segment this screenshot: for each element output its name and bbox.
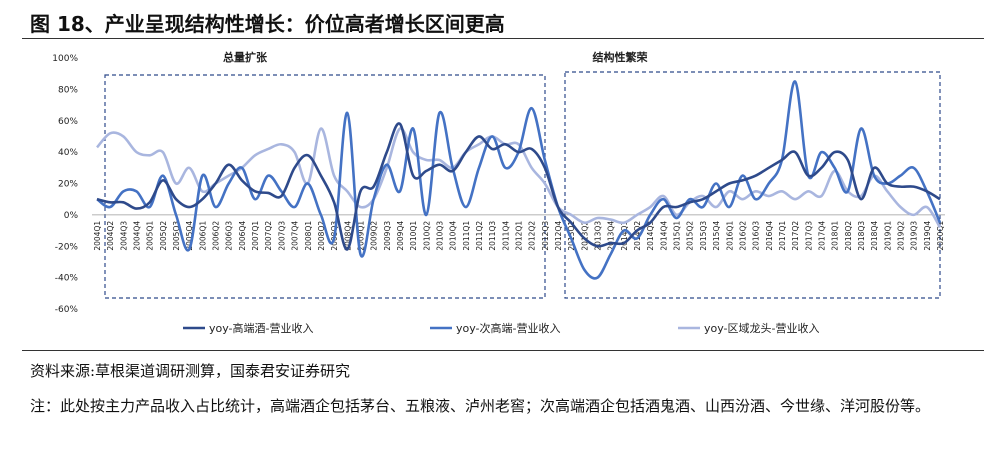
x-tick-label: 2018Q4 <box>870 221 879 251</box>
x-tick-label: 2006Q4 <box>238 221 247 251</box>
x-tick-label: 2009Q2 <box>370 221 379 251</box>
x-tick-label: 2011Q4 <box>501 221 510 251</box>
x-tick-label: 2020Q1 <box>936 221 945 251</box>
x-tick-label: 2007Q1 <box>251 221 260 251</box>
x-tick-label: 2018Q1 <box>831 221 840 251</box>
x-tick-label: 2014Q1 <box>620 221 629 251</box>
chart: 总量扩张 结构性繁荣 -60% -40% -20% 0% 20% 40% 60% 80% 100… <box>52 50 945 335</box>
legend-label: yoy-区域龙头-营业收入 <box>704 321 820 335</box>
y-tick-label: -60% <box>55 305 79 315</box>
x-tick-label: 2006Q1 <box>198 221 207 251</box>
x-tick-label: 2016Q3 <box>752 221 761 251</box>
x-tick-label: 2012Q3 <box>541 221 550 251</box>
x-tick-label: 2011Q2 <box>475 221 484 251</box>
chart-title: 图 18、产业呈现结构性增长：价位高者增长区间更高 <box>30 12 505 36</box>
x-tick-label: 2018Q3 <box>857 221 866 251</box>
x-tick-label: 2005Q4 <box>185 221 194 251</box>
x-tick-label: 2004Q4 <box>133 221 142 251</box>
x-tick-label: 2013Q1 <box>567 221 576 251</box>
x-tick-label: 2005Q2 <box>159 221 168 251</box>
x-tick-label: 2012Q1 <box>515 221 524 251</box>
x-tick-label: 2017Q3 <box>804 221 813 251</box>
x-tick-label: 2004Q3 <box>119 221 128 251</box>
x-tick-label: 2017Q4 <box>817 221 826 251</box>
x-tick-label: 2013Q2 <box>580 221 589 251</box>
x-tick-label: 2017Q1 <box>778 221 787 251</box>
y-tick-label: 60% <box>58 117 78 127</box>
x-tick-label: 2011Q1 <box>462 221 471 251</box>
x-tick-label: 2015Q2 <box>686 221 695 251</box>
x-tick-label: 2019Q2 <box>896 221 905 251</box>
x-tick-label: 2006Q3 <box>225 221 234 251</box>
series-line <box>96 127 942 229</box>
y-tick-label: 100% <box>52 54 78 64</box>
x-tick-label: 2009Q1 <box>356 221 365 251</box>
x-tick-label: 2008Q4 <box>343 221 352 251</box>
x-tick-label: 2007Q2 <box>264 221 273 251</box>
x-tick-label: 2010Q2 <box>422 221 431 251</box>
x-tick-label: 2010Q1 <box>409 221 418 251</box>
x-tick-label: 2015Q3 <box>699 221 708 251</box>
x-tick-label: 2004Q2 <box>106 221 115 251</box>
x-tick-label: 2015Q4 <box>712 221 721 251</box>
footer-rule <box>22 350 984 351</box>
x-tick-label: 2004Q1 <box>93 221 102 251</box>
x-tick-label: 2011Q3 <box>488 221 497 251</box>
x-tick-label: 2008Q1 <box>304 221 313 251</box>
y-tick-label: -20% <box>55 242 79 252</box>
source: 资料来源:草根渠道调研测算，国泰君安证券研究 <box>30 362 351 380</box>
series-line <box>96 80 942 280</box>
x-tick-label: 2019Q3 <box>910 221 919 251</box>
x-tick-label: 2013Q3 <box>594 221 603 251</box>
x-tick-label: 2016Q2 <box>738 221 747 251</box>
legend-label: yoy-高端酒-营业收入 <box>209 321 314 335</box>
annotation: 结构性繁荣 <box>592 50 649 64</box>
x-tick-label: 2019Q1 <box>883 221 892 251</box>
x-tick-label: 2017Q2 <box>791 221 800 251</box>
x-tick-label: 2016Q1 <box>725 221 734 251</box>
x-tick-label: 2016Q4 <box>765 221 774 251</box>
y-tick-label: 40% <box>58 148 78 158</box>
x-tick-label: 2013Q4 <box>607 221 616 251</box>
y-tick-label: 20% <box>58 180 78 190</box>
x-tick-label: 2015Q1 <box>673 221 682 251</box>
x-tick-label: 2014Q2 <box>633 221 642 251</box>
x-tick-label: 2009Q4 <box>396 221 405 251</box>
x-tick-label: 2014Q3 <box>646 221 655 251</box>
x-tick-label: 2008Q2 <box>317 221 326 251</box>
x-tick-label: 2009Q3 <box>383 221 392 251</box>
x-tick-label: 2014Q4 <box>659 221 668 251</box>
x-tick-label: 2012Q4 <box>554 221 563 251</box>
x-tick-label: 2005Q1 <box>146 221 155 251</box>
x-tick-label: 2018Q2 <box>844 221 853 251</box>
series-line <box>96 122 941 251</box>
box <box>104 74 546 299</box>
title-rule <box>22 38 984 39</box>
x-tick-label: 2007Q3 <box>277 221 286 251</box>
x-tick-label: 2019Q4 <box>923 221 932 251</box>
x-tick-label: 2010Q3 <box>435 221 444 251</box>
x-tick-label: 2007Q4 <box>291 221 300 251</box>
y-tick-label: 0% <box>64 211 79 221</box>
y-tick-label: 80% <box>58 85 78 95</box>
x-tick-label: 2005Q3 <box>172 221 181 251</box>
legend-label: yoy-次高端-营业收入 <box>456 321 561 335</box>
x-tick-label: 2012Q2 <box>528 221 537 251</box>
annotation: 总量扩张 <box>223 50 268 64</box>
y-tick-label: -40% <box>55 274 79 284</box>
x-tick-label: 2006Q2 <box>212 221 221 251</box>
box <box>564 71 941 299</box>
x-tick-label: 2010Q4 <box>449 221 458 251</box>
note: 注：此处按主力产品收入占比统计，高端酒企包括茅台、五粮液、泸州老窖；次高端酒企包… <box>30 397 931 415</box>
